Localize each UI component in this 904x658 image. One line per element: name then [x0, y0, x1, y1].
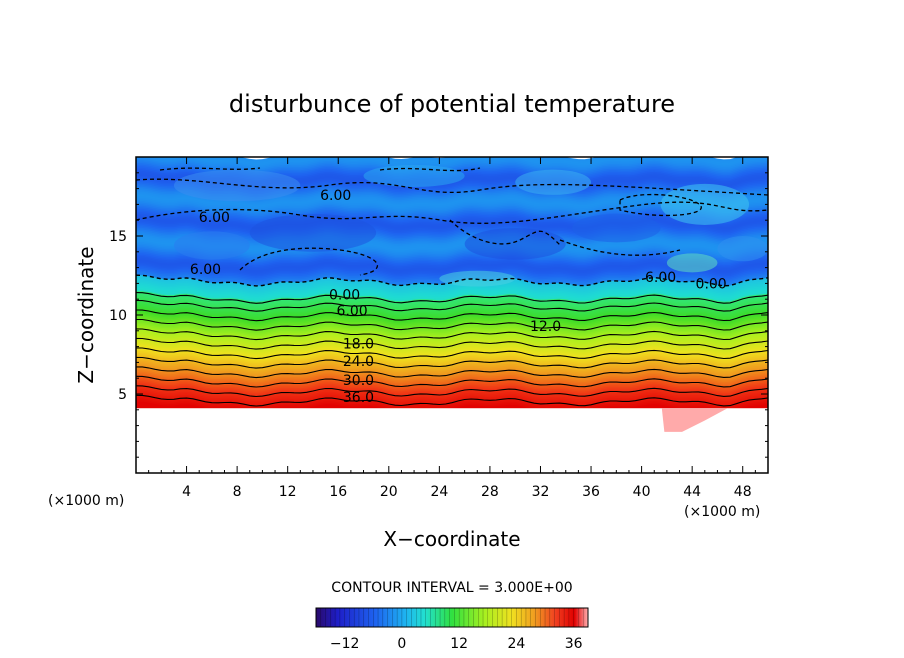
contour-line — [136, 337, 768, 350]
y-tick-label: 10 — [109, 308, 127, 324]
background-patch — [249, 213, 377, 252]
contour-line — [136, 299, 768, 312]
contour-line-negative — [239, 247, 379, 276]
contour-label: 12.0 — [530, 319, 561, 335]
contour-line — [136, 328, 768, 341]
contour-interval: CONTOUR INTERVAL = 3.000E+00 — [331, 580, 572, 596]
contour-label: 6.00 — [645, 270, 676, 286]
colorbar-tick-label: 24 — [508, 636, 526, 652]
contour-line — [136, 356, 768, 369]
contour-labels: 6.006.006.00 6.00 0.000.006.0012.018.024.0… — [190, 188, 727, 406]
contour-label: 6.00 — [190, 262, 221, 278]
contour-label: 0.00 — [329, 287, 360, 303]
x-tick-label: 12 — [279, 484, 297, 500]
contour-label: 6.00 — [320, 188, 351, 204]
contour-label: 36.0 — [343, 390, 374, 406]
contour-line — [136, 347, 768, 360]
colorbar-tick-label: 36 — [565, 636, 583, 652]
chart-title: disturbunce of potential temperature — [229, 90, 675, 118]
background-patch — [717, 236, 768, 262]
contour-line-negative — [619, 193, 702, 217]
x-tick-label: 20 — [380, 484, 398, 500]
contour-label: 0.00 — [696, 276, 727, 292]
warm-anomaly-patch — [661, 408, 728, 432]
x-tick-label: 4 — [182, 484, 191, 500]
contour-line-negative — [136, 274, 768, 287]
x-tick-label: 48 — [734, 484, 752, 500]
x-axis-ticks: 4 8 12 16 20 24 28 32 36 40 44 48 — [148, 157, 756, 500]
colorbar-ticks: −12 0 12 24 36 — [330, 636, 583, 652]
contour-line-negative — [449, 219, 561, 246]
contour-label: 24.0 — [343, 354, 374, 370]
contour-line — [136, 292, 768, 304]
contour-line — [136, 366, 768, 379]
background-patch — [666, 253, 718, 273]
x-units-left: (×1000 m) — [48, 493, 124, 509]
below-ground-region — [136, 408, 768, 473]
contour-lines — [136, 167, 768, 407]
contour-line — [136, 309, 768, 322]
x-tick-label: 44 — [683, 484, 701, 500]
contour-line — [136, 394, 768, 407]
contour-line-negative — [136, 201, 768, 224]
contour-label: 30.0 — [343, 373, 374, 389]
x-tick-label: 32 — [532, 484, 550, 500]
background-patch — [660, 183, 750, 225]
colorbar-tick-label: 0 — [397, 636, 406, 652]
colorbar-stripes — [315, 608, 589, 627]
y-axis-ticks: 5 10 15 — [109, 172, 768, 458]
y-tick-label: 15 — [109, 229, 127, 245]
background-patch — [464, 228, 566, 260]
colorbar-tick-label: 12 — [450, 636, 468, 652]
contour-line — [136, 385, 768, 398]
background-patch — [515, 169, 592, 195]
x-tick-label: 16 — [329, 484, 347, 500]
y-tick-label: 5 — [118, 387, 127, 403]
contour-line — [136, 318, 768, 331]
contour-line — [136, 375, 768, 388]
contour-label: 18.0 — [343, 336, 374, 352]
x-tick-label: 24 — [430, 484, 448, 500]
y-axis-label: Z−coordinate — [74, 246, 98, 383]
contour-line-negative — [559, 239, 681, 256]
colorbar — [315, 607, 589, 628]
x-axis-label: X−coordinate — [383, 527, 520, 551]
contour-label: 6.00 — [337, 303, 368, 319]
colorbar-tick-label: −12 — [330, 636, 360, 652]
background-patch — [363, 164, 465, 188]
x-tick-label: 28 — [481, 484, 499, 500]
contour-line-negative — [136, 178, 768, 196]
background-patch — [572, 213, 661, 243]
background-patch — [173, 231, 250, 260]
x-units-right: (×1000 m) — [684, 504, 760, 520]
x-tick-label: 36 — [582, 484, 600, 500]
x-tick-label: 8 — [233, 484, 242, 500]
x-tick-label: 40 — [633, 484, 651, 500]
contour-label: 6.00 — [199, 210, 230, 226]
